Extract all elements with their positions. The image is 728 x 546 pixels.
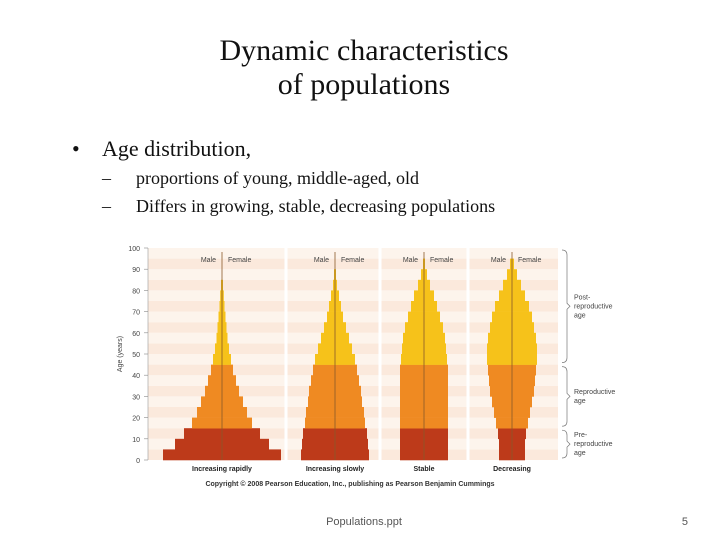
y-tick-label: 90 xyxy=(132,267,140,274)
female-label: Female xyxy=(341,257,364,264)
y-tick-label: 60 xyxy=(132,331,140,338)
background-band xyxy=(148,301,558,312)
subbullet-proportions: proportions of young, middle-aged, old xyxy=(72,164,712,192)
y-tick-label: 20 xyxy=(132,416,140,423)
age-pyramid-chart: 0 10 20 30 40 50 60 70 80 90 100 Age (years) Male Fem… xyxy=(117,246,615,488)
background-band xyxy=(148,248,558,259)
bullet-age-distribution: Age distribution, xyxy=(72,134,712,164)
background-band xyxy=(148,269,558,280)
background-band xyxy=(148,290,558,301)
background-band xyxy=(148,258,558,270)
panel-divider xyxy=(378,248,382,460)
group-brace xyxy=(561,429,571,459)
background-band xyxy=(148,343,558,354)
copyright-text: Copyright © 2008 Pearson Education, Inc.… xyxy=(205,480,494,488)
category-label: Increasing slowly xyxy=(306,466,364,473)
group-label: age xyxy=(574,312,586,319)
group-label: age xyxy=(574,450,586,457)
male-label: Male xyxy=(201,257,216,264)
background-band xyxy=(148,332,558,344)
male-label: Male xyxy=(314,257,329,264)
male-label: Male xyxy=(403,257,418,264)
category-label: Increasing rapidly xyxy=(192,466,252,473)
female-label: Female xyxy=(228,257,251,264)
footer-filename: Populations.ppt xyxy=(326,516,402,528)
y-axis-label: Age (years) xyxy=(117,336,124,372)
group-label: reproductive xyxy=(574,441,613,448)
male-label: Male xyxy=(491,257,506,264)
background-band xyxy=(148,311,558,323)
y-tick-label: 0 xyxy=(136,458,140,465)
group-label: reproductive xyxy=(574,303,613,310)
y-tick-label: 50 xyxy=(132,352,140,359)
y-tick-label: 10 xyxy=(132,437,140,444)
slide-title: Dynamic characteristics of populations xyxy=(120,34,608,102)
subbullet-differs: Differs in growing, stable, decreasing p… xyxy=(72,192,712,220)
background-band xyxy=(148,279,558,291)
y-tick-label: 100 xyxy=(128,246,140,253)
group-label: Reproductive xyxy=(574,389,615,396)
y-tick-label: 80 xyxy=(132,288,140,295)
group-brace xyxy=(561,249,571,363)
group-label: Post- xyxy=(574,294,591,301)
y-tick-label: 70 xyxy=(132,310,140,317)
category-label: Stable xyxy=(413,466,434,473)
title-line-1: Dynamic characteristics xyxy=(219,34,509,67)
group-label: age xyxy=(574,398,586,405)
bullet-list: Age distribution, proportions of young, … xyxy=(72,134,712,220)
female-label: Female xyxy=(518,257,541,264)
group-label: Pre- xyxy=(574,432,588,439)
background-band xyxy=(148,322,558,333)
female-label: Female xyxy=(430,257,453,264)
panel-divider xyxy=(284,248,288,460)
panel-divider xyxy=(466,248,470,460)
title-line-2: of populations xyxy=(277,68,451,101)
category-label: Decreasing xyxy=(493,466,531,473)
group-brace xyxy=(561,366,571,427)
age-structure-figure: 0 10 20 30 40 50 60 70 80 90 100 Age (years) Male Fem… xyxy=(108,238,628,496)
y-tick-label: 30 xyxy=(132,394,140,401)
page-number: 5 xyxy=(681,516,688,528)
y-tick-label: 40 xyxy=(132,373,140,380)
